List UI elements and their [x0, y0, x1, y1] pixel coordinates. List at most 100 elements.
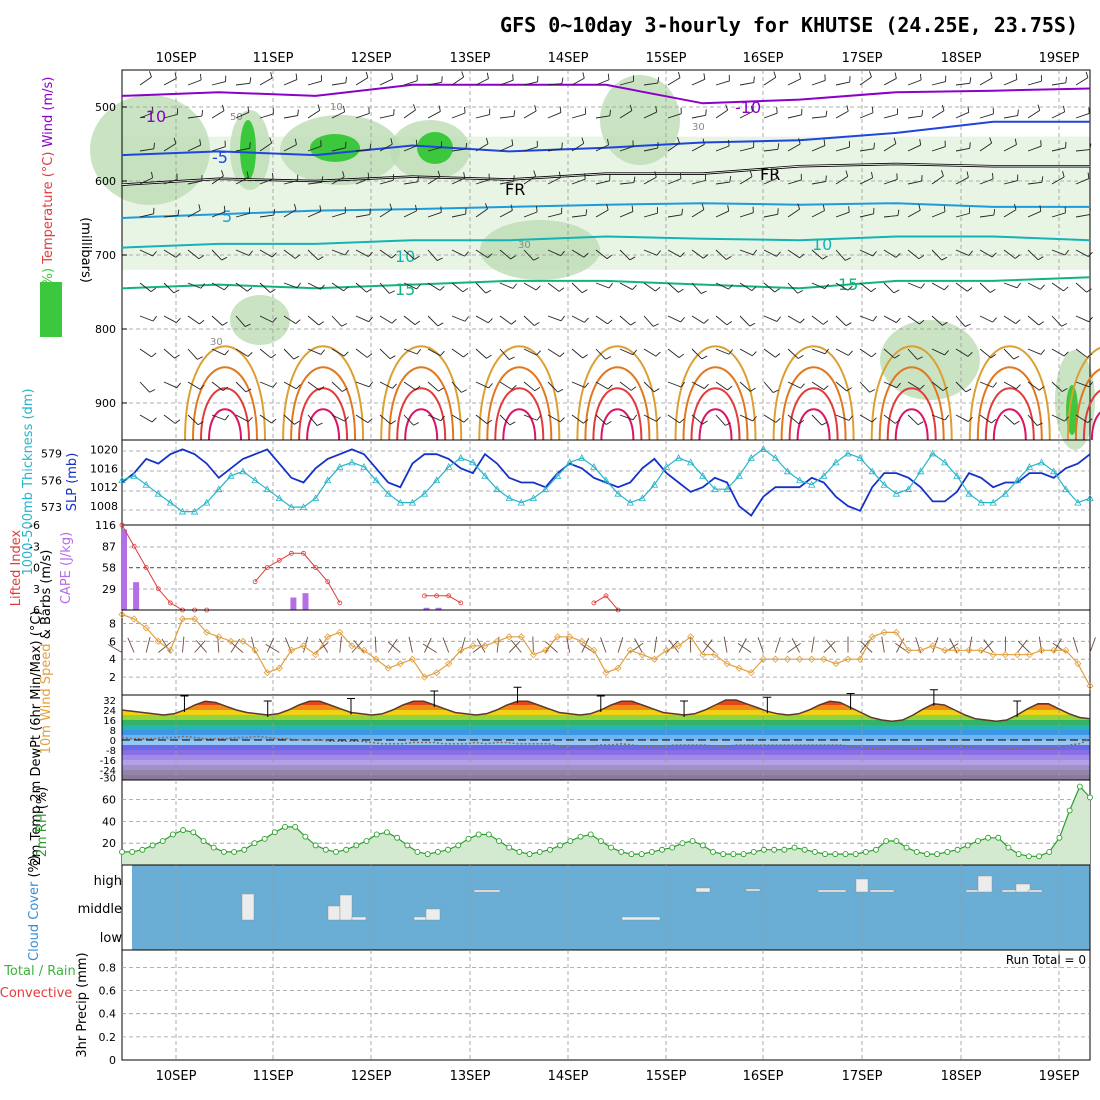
- wind-barb: [475, 315, 489, 324]
- wind-speed-marker: [675, 642, 683, 650]
- wind-barb-flag: [991, 418, 997, 424]
- rh2m-marker: [924, 851, 930, 858]
- wind-barb-flag: [725, 422, 731, 426]
- wind-barb-flag: [149, 71, 152, 78]
- thickness-marker: [190, 507, 199, 515]
- wind-barb-flag: [150, 287, 157, 292]
- cloud-background: [132, 865, 1090, 950]
- wind-barb-flag: [343, 105, 346, 112]
- thickness-marker: [517, 498, 525, 506]
- rh2m-marker: [475, 831, 482, 838]
- thickness-marker: [372, 476, 380, 484]
- wind-barb: [571, 178, 586, 185]
- surface-isotherm: [780, 366, 847, 441]
- wind-barb-flag: [295, 73, 298, 80]
- thickness-marker: [541, 485, 550, 493]
- surface-isotherm: [592, 387, 643, 441]
- wind-barb-flag: [749, 322, 756, 327]
- wind-barb-flag: [417, 175, 419, 182]
- wind-barb: [523, 249, 534, 261]
- surface-wind-barb: [811, 636, 815, 653]
- wind-barb: [163, 78, 177, 86]
- cloud-bar: [327, 905, 341, 921]
- thickness-line: [121, 448, 1091, 513]
- wind-barb-flag: [824, 348, 830, 355]
- wind-barb-flag: [630, 321, 636, 326]
- temp-tick-label: 0: [110, 736, 116, 747]
- wind-barb: [187, 348, 198, 360]
- thickness-y-label: 1000-500mb Thickness (dm): [21, 388, 36, 575]
- wind-barb-flag: [702, 138, 705, 145]
- wind-barb: [475, 179, 490, 185]
- rh-blob: [880, 320, 980, 400]
- thickness-marker: [1013, 476, 1022, 484]
- wind-barb-flag: [585, 209, 588, 216]
- dewpt-line: [121, 735, 1091, 750]
- wind-barb-flag: [487, 318, 493, 324]
- wind-barb: [259, 249, 273, 258]
- wind-barb: [931, 315, 943, 326]
- surface-isotherm: [290, 366, 357, 441]
- cloud-panel: high middle low Cloud Cover (%): [27, 855, 1091, 961]
- wind-speed-marker: [1025, 651, 1034, 659]
- wind-barb: [187, 282, 202, 289]
- wind-barb: [643, 282, 656, 292]
- rh2m-marker: [934, 851, 941, 858]
- wind-barb: [763, 282, 776, 293]
- wind-barb-flag: [969, 77, 972, 84]
- wind-barb-flag: [244, 323, 251, 327]
- date-label-bottom: 10SEP: [156, 1069, 197, 1084]
- wind-barb: [859, 112, 874, 119]
- thickness-marker: [892, 489, 901, 497]
- wind-barb-flag: [462, 287, 469, 293]
- wind-barb: [1051, 315, 1062, 327]
- wind-barb: [307, 315, 320, 326]
- wind-barb-flag: [964, 323, 971, 327]
- wind-barb: [979, 282, 991, 293]
- isotherm-line: [121, 235, 1091, 249]
- rh2m-marker: [424, 851, 431, 858]
- cloud-y-label: Cloud Cover (%): [27, 855, 42, 961]
- wind-barb-flag: [631, 205, 634, 212]
- rh2m-marker: [689, 838, 696, 844]
- wind-barb: [499, 144, 513, 152]
- wind-barb: [643, 82, 658, 86]
- wind-barb: [187, 79, 202, 86]
- wind-barb-flag: [269, 137, 273, 144]
- wind-barb: [259, 113, 274, 119]
- cloud-bar: [1027, 889, 1043, 893]
- rh2m-marker: [771, 846, 778, 853]
- surface-isotherm: [478, 345, 561, 441]
- wind-barb: [859, 315, 874, 322]
- wind-barb-flag: [703, 73, 706, 80]
- wind-barb-flag: [606, 204, 609, 211]
- wind-speed-marker: [626, 646, 634, 654]
- wind-barb: [739, 147, 754, 152]
- wind-barb: [499, 348, 510, 360]
- wind-barb-flag: [461, 71, 465, 78]
- wind-barb: [859, 148, 874, 152]
- rh2m-marker: [964, 842, 971, 849]
- wind-barb-flag: [729, 176, 732, 183]
- wind-barb: [139, 348, 152, 358]
- wind-barb-flag: [776, 316, 781, 322]
- isotherm-label: 15: [395, 280, 415, 299]
- wind-barb: [715, 282, 729, 290]
- wind-barb: [595, 414, 607, 425]
- wind-barb: [523, 211, 538, 218]
- rh2m-marker: [893, 838, 900, 844]
- rh2m-marker: [791, 844, 798, 851]
- wind-barb-flag: [294, 138, 297, 145]
- rh2m-marker: [801, 846, 808, 853]
- wind-barb: [979, 214, 994, 218]
- surface-wind-barb: [702, 641, 716, 653]
- wind-barb: [1075, 214, 1090, 218]
- wind-barb-flag: [367, 172, 370, 179]
- wind-barb-flag: [1014, 420, 1020, 425]
- wind-barb-flag: [223, 285, 229, 291]
- wind-barb-flag: [581, 289, 588, 294]
- wind-barb: [571, 315, 585, 323]
- surface-wind-barb: [442, 637, 450, 653]
- slp-thickness-panel: 1008 1012 1016 1020 573 576 579 1000-500mb Thic…: [21, 388, 1094, 576]
- rh2m-marker: [1087, 794, 1093, 801]
